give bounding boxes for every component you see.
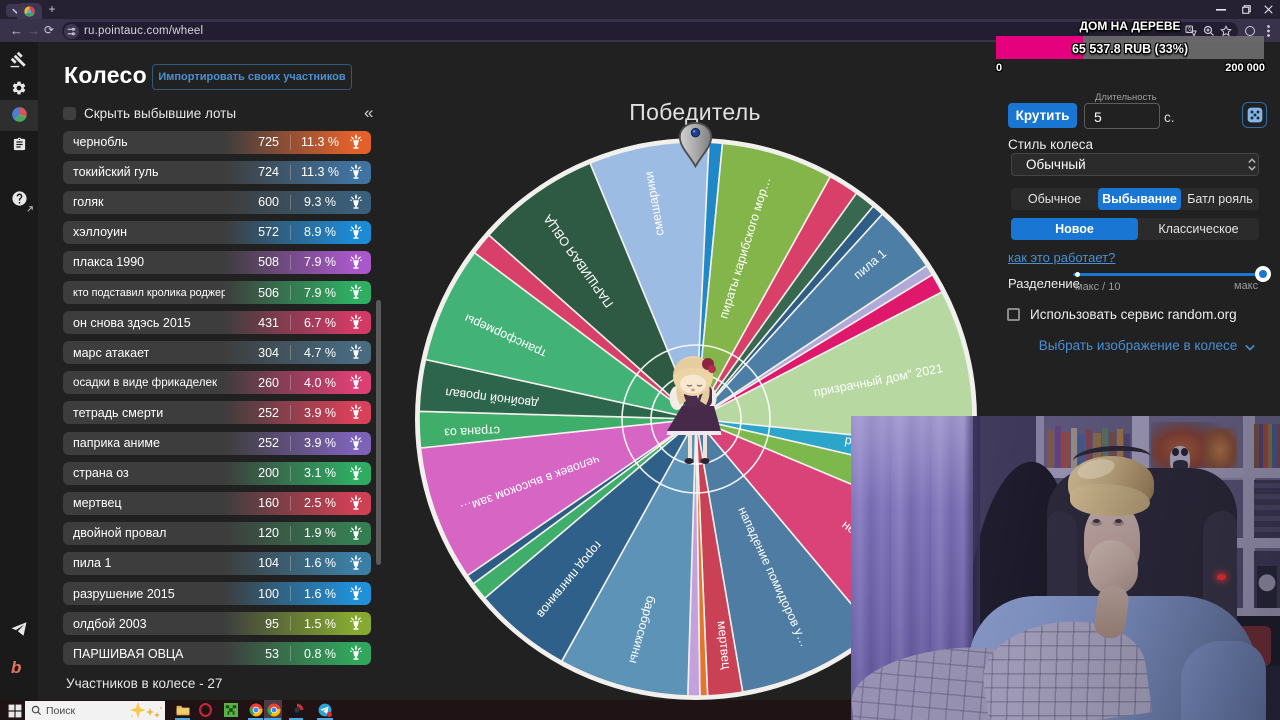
svg-text:мертвец: мертвец (714, 620, 733, 670)
svg-text:страна оз: страна оз (444, 424, 501, 440)
svg-text:文: 文 (1187, 26, 1193, 34)
